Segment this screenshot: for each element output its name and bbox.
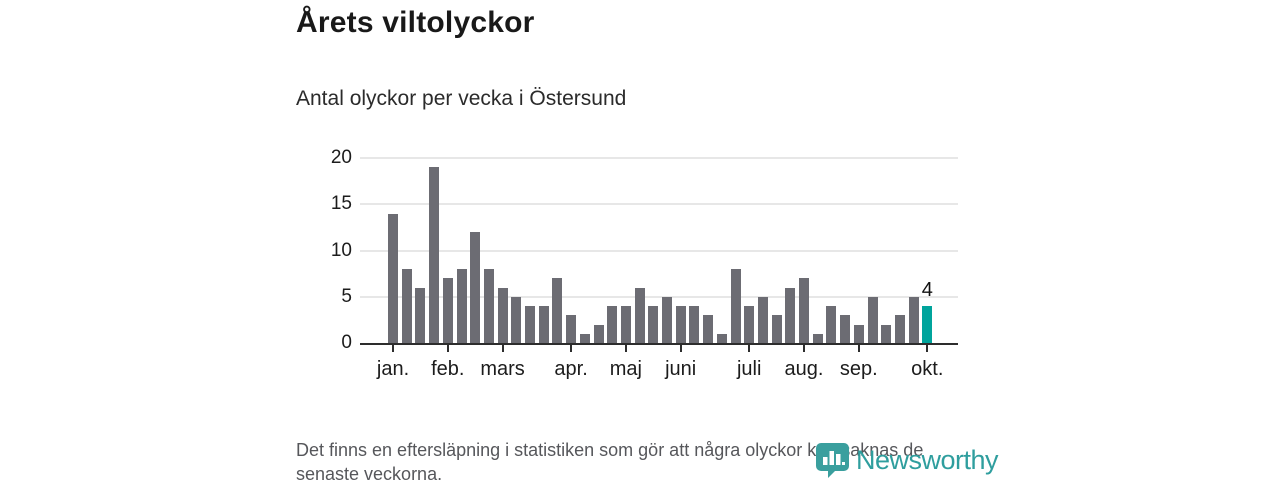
bar bbox=[511, 296, 522, 343]
bar bbox=[429, 167, 440, 343]
month-label: juni bbox=[665, 358, 697, 380]
bar bbox=[607, 306, 618, 343]
bar bbox=[853, 324, 864, 343]
month-label: juli bbox=[736, 358, 762, 380]
bar bbox=[689, 306, 700, 343]
y-tick-label: 20 bbox=[330, 147, 352, 168]
month-tick bbox=[446, 345, 449, 352]
bar bbox=[620, 306, 631, 343]
month-tick bbox=[748, 345, 751, 352]
bar-highlighted bbox=[922, 306, 933, 343]
bar bbox=[456, 269, 467, 343]
bar bbox=[483, 269, 494, 343]
bar bbox=[525, 306, 535, 343]
bar bbox=[470, 232, 481, 343]
bar bbox=[826, 306, 837, 343]
bar bbox=[812, 333, 823, 343]
month-label: maj bbox=[609, 358, 642, 380]
page-subtitle: Antal olyckor per vecka i Östersund bbox=[296, 87, 627, 110]
month-tick bbox=[570, 345, 573, 352]
bar bbox=[442, 278, 453, 343]
month-tick bbox=[803, 345, 805, 352]
bar bbox=[566, 315, 577, 343]
page-title: Årets viltolyckor bbox=[296, 6, 535, 39]
month-label: jan. bbox=[376, 358, 410, 380]
newsworthy-logo-icon bbox=[816, 443, 849, 478]
bar bbox=[538, 306, 549, 343]
bar bbox=[415, 287, 426, 343]
month-label: feb. bbox=[431, 358, 465, 380]
bar bbox=[579, 333, 590, 343]
footer-note: Det finns en eftersläpning i statistiken… bbox=[296, 440, 924, 480]
y-tick-label: 5 bbox=[341, 285, 352, 307]
bar bbox=[593, 324, 604, 343]
bar bbox=[757, 296, 768, 343]
month-tick bbox=[857, 345, 860, 352]
bar bbox=[881, 324, 892, 343]
plot-area bbox=[360, 150, 958, 345]
y-tick-label: 10 bbox=[330, 239, 352, 261]
gridline bbox=[360, 249, 958, 252]
y-tick-label: 15 bbox=[330, 193, 352, 215]
bar bbox=[730, 269, 741, 343]
bar bbox=[648, 306, 659, 343]
month-label: aug. bbox=[784, 358, 824, 380]
month-tick bbox=[501, 345, 504, 352]
month-label: apr. bbox=[554, 358, 588, 380]
newsworthy-logo: Newsworthy bbox=[816, 443, 999, 478]
bar bbox=[401, 269, 412, 343]
month-label: mars bbox=[480, 358, 525, 380]
bar bbox=[675, 306, 686, 343]
bar bbox=[716, 333, 727, 343]
bar bbox=[552, 278, 563, 343]
month-tick bbox=[679, 345, 682, 352]
month-tick bbox=[624, 345, 627, 352]
bar bbox=[867, 296, 878, 343]
month-tick bbox=[926, 345, 929, 352]
bar bbox=[744, 306, 755, 343]
bar bbox=[634, 287, 645, 343]
bar bbox=[388, 213, 398, 343]
gridline bbox=[360, 157, 958, 159]
bar bbox=[799, 278, 809, 343]
gridline bbox=[360, 295, 958, 298]
month-label: sep. bbox=[839, 358, 878, 380]
bar bbox=[497, 287, 508, 343]
gridline bbox=[360, 203, 958, 206]
bar bbox=[840, 315, 851, 343]
bar-value-label: 4 bbox=[921, 279, 933, 301]
bar bbox=[771, 315, 782, 343]
bar bbox=[662, 296, 672, 343]
bar bbox=[908, 296, 919, 343]
newsworthy-logo-wordmark: Newsworthy bbox=[856, 445, 999, 475]
bar bbox=[785, 287, 796, 343]
bar bbox=[703, 315, 714, 343]
bar bbox=[894, 315, 905, 343]
y-tick-label: 0 bbox=[341, 332, 352, 353]
month-label: okt. bbox=[911, 358, 944, 380]
month-tick bbox=[392, 345, 394, 352]
